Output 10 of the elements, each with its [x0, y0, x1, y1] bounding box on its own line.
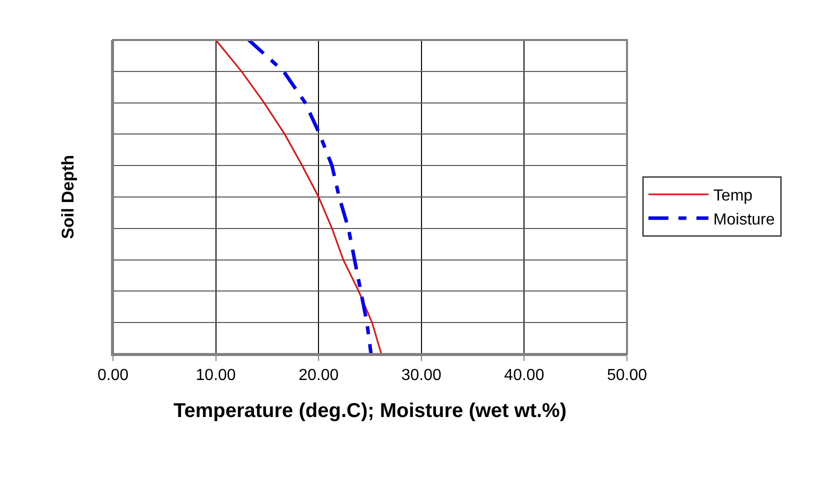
x-tick-label: 50.00	[606, 367, 648, 384]
x-axis-title: Temperature (deg.C); Moisture (wet wt.%)	[174, 400, 566, 422]
x-tick-label: 40.00	[504, 367, 544, 384]
legend-label: Moisture	[713, 211, 775, 228]
x-tick-label: 20.00	[298, 367, 339, 384]
x-tick-label: 30.00	[401, 367, 442, 384]
legend-label: Temp	[713, 188, 753, 205]
x-tick-label: 10.00	[196, 367, 236, 384]
x-tick-label: 0.00	[97, 367, 129, 384]
y-axis-title: Soil Depth	[58, 154, 78, 240]
